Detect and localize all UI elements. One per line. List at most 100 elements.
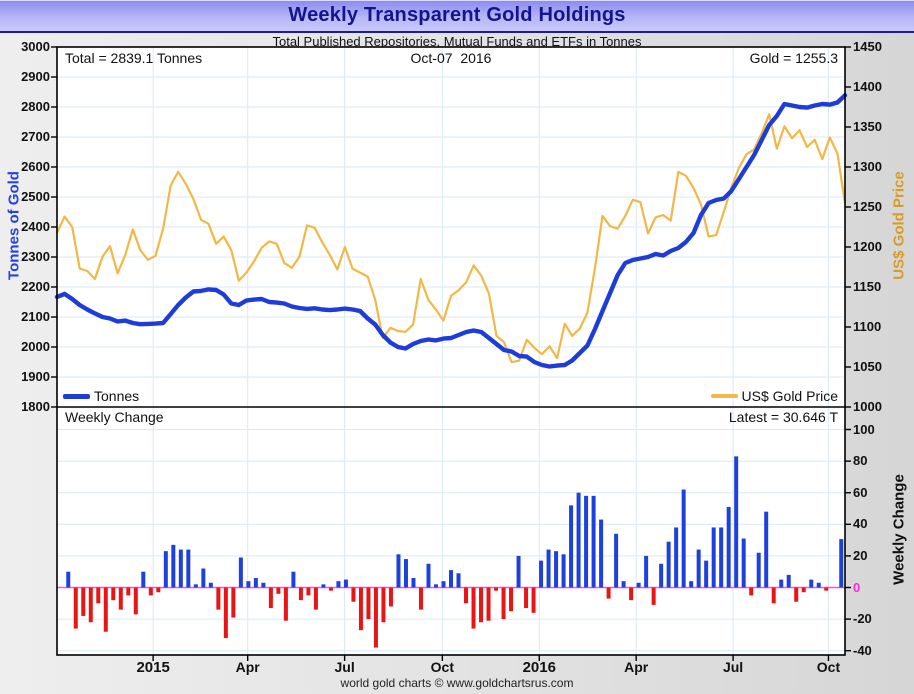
- weekly-change-bar-negative: [223, 587, 228, 639]
- weekly-change-bar-positive: [516, 555, 521, 588]
- weekly-change-bar-positive: [779, 579, 784, 588]
- tonnes-legend-label: Tonnes: [94, 388, 140, 404]
- weekly-change-bar-positive: [396, 554, 401, 588]
- weekly-change-bar-negative: [651, 587, 656, 605]
- x-tick: Jul: [722, 659, 744, 675]
- weekly-change-bar-negative: [231, 587, 236, 618]
- x-tick: Jul: [334, 659, 355, 675]
- weekly-change-bar-positive: [261, 582, 266, 588]
- weekly-change-bar-positive: [839, 539, 844, 588]
- weekly-change-bar-positive: [141, 571, 146, 588]
- y-tick-tonnes: 2100: [21, 309, 50, 324]
- weekly-change-bar-negative: [366, 587, 371, 620]
- weekly-change-bar-positive: [561, 554, 566, 588]
- weekly-change-bar-negative: [283, 587, 288, 621]
- weekly-change-bar-positive: [171, 544, 176, 588]
- tonnes-legend-swatch: [63, 393, 90, 399]
- weekly-change-label: Weekly Change: [65, 409, 164, 425]
- weekly-change-bar-negative: [81, 587, 86, 616]
- weekly-change-bar-positive: [449, 570, 453, 588]
- y-tick-tonnes: 2400: [21, 219, 50, 234]
- weekly-change-bar-negative: [388, 587, 393, 607]
- weekly-change-bar-positive: [591, 495, 596, 588]
- weekly-change-bar-positive: [539, 560, 544, 588]
- weekly-change-bar-positive: [66, 571, 71, 588]
- weekly-change-bar-positive: [636, 582, 641, 588]
- y-tick-tonnes: 2300: [21, 249, 50, 264]
- right-axis-title-gold: US$ Gold Price: [890, 171, 908, 280]
- weekly-change-bar-negative: [73, 587, 78, 629]
- y-tick-tonnes: 3000: [21, 39, 50, 54]
- weekly-change-bar-positive: [644, 555, 649, 588]
- weekly-change-bar-positive: [554, 551, 559, 588]
- y-tick-gold: 1300: [853, 159, 882, 174]
- y-tick-weekly-change: -20: [853, 611, 872, 627]
- weekly-change-bar-positive: [426, 563, 431, 588]
- y-tick-gold: 1000: [853, 399, 882, 414]
- date-annotation: Oct-07 2016: [410, 50, 492, 66]
- weekly-change-bar-negative: [118, 587, 123, 610]
- x-tick: 2015: [136, 659, 170, 676]
- weekly-change-bar-positive: [321, 584, 326, 588]
- x-tick: Apr: [235, 659, 260, 675]
- weekly-change-bar-positive: [456, 573, 461, 588]
- weekly-change-bar-negative: [629, 587, 634, 601]
- plot-frame: [56, 46, 846, 656]
- weekly-change-bar-positive: [576, 492, 581, 588]
- weekly-change-bar-positive: [208, 582, 213, 588]
- gold-legend-label: US$ Gold Price: [741, 388, 838, 404]
- weekly-change-bar-negative: [486, 587, 491, 621]
- weekly-change-bar-positive: [674, 527, 679, 588]
- weekly-change-bar-positive: [584, 495, 589, 588]
- latest-annotation: Latest = 30.646 T: [728, 409, 838, 425]
- weekly-change-bar-positive: [816, 582, 821, 588]
- weekly-change-bar-positive: [193, 584, 198, 588]
- weekly-change-bar-positive: [726, 506, 731, 588]
- weekly-change-bar-negative: [824, 587, 829, 591]
- weekly-change-bar-positive: [403, 559, 408, 588]
- weekly-change-bar-negative: [471, 587, 476, 629]
- weekly-change-bar-positive: [441, 581, 446, 588]
- x-tick: Oct: [430, 659, 454, 675]
- weekly-change-bar-positive: [809, 579, 814, 588]
- weekly-change-bar-negative: [464, 587, 469, 604]
- x-tick: Oct: [816, 659, 841, 675]
- weekly-change-bar-negative: [351, 587, 356, 602]
- weekly-change-bar-positive: [734, 456, 739, 588]
- y-tick-tonnes: 1900: [21, 369, 50, 384]
- y-tick-gold: 1150: [853, 279, 882, 294]
- weekly-change-bar-negative: [313, 587, 318, 610]
- weekly-change-bar-negative: [268, 587, 273, 609]
- y-tick-tonnes: 2200: [21, 279, 50, 294]
- y-tick-tonnes: 2800: [21, 99, 50, 114]
- weekly-change-bar-positive: [238, 557, 243, 588]
- weekly-change-bar-negative: [381, 587, 386, 623]
- weekly-change-bar-negative: [156, 587, 161, 593]
- weekly-change-bar-negative: [96, 587, 101, 604]
- x-tick: Apr: [624, 659, 649, 675]
- weekly-change-bar-positive: [719, 527, 724, 588]
- weekly-change-bar-negative: [418, 587, 423, 610]
- weekly-change-bar-positive: [291, 571, 296, 588]
- weekly-change-bar-positive: [741, 538, 746, 588]
- y-tick-weekly-change: 0: [853, 579, 861, 595]
- y-tick-weekly-change: 100: [853, 421, 875, 437]
- weekly-change-bar-negative: [216, 587, 221, 610]
- total-annotation: Total = 2839.1 Tonnes: [65, 50, 203, 66]
- y-tick-weekly-change: -40: [853, 642, 872, 658]
- weekly-change-bar-positive: [546, 549, 551, 588]
- weekly-change-bar-positive: [704, 560, 709, 588]
- weekly-change-bar-negative: [148, 587, 153, 596]
- weekly-change-bar-negative: [373, 587, 378, 648]
- y-tick-weekly-change: 80: [853, 453, 868, 469]
- weekly-change-bar-negative: [276, 587, 281, 594]
- y-tick-tonnes: 2700: [21, 129, 50, 144]
- weekly-change-bar-positive: [621, 581, 626, 588]
- chart-title: Weekly Transparent Gold Holdings: [288, 4, 626, 26]
- chart-subtitle: Total Published Repositories, Mutual Fun…: [272, 34, 642, 49]
- y-tick-weekly-change: 20: [853, 547, 868, 563]
- y-tick-gold: 1350: [853, 119, 882, 134]
- weekly-change-bar-negative: [524, 587, 529, 609]
- weekly-change-bar-positive: [711, 527, 716, 588]
